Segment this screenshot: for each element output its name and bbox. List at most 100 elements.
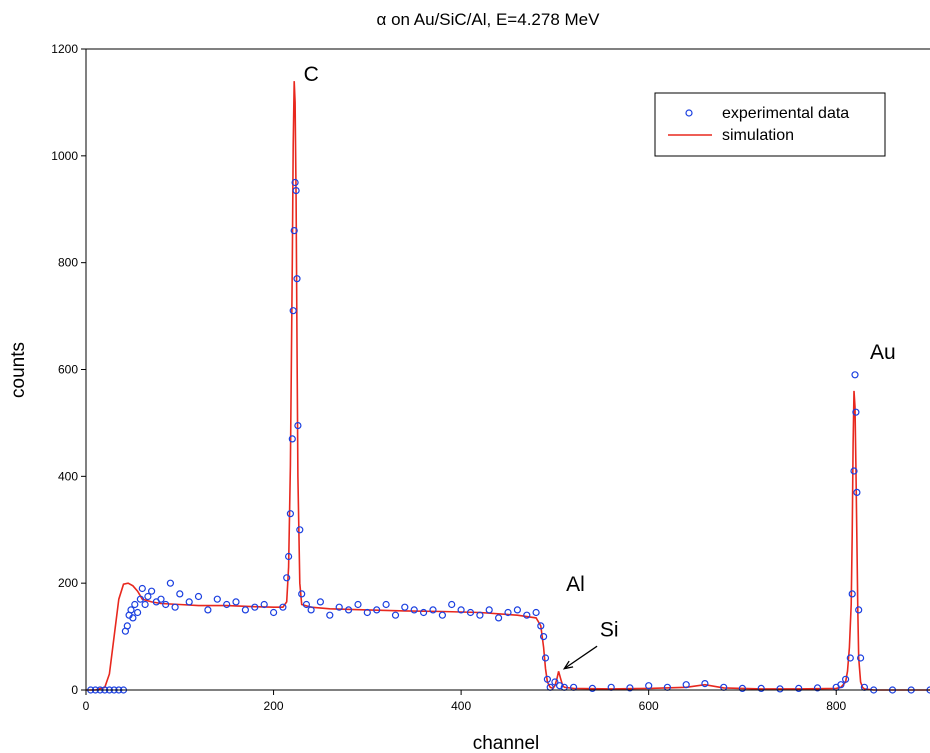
data-point [307, 606, 315, 614]
data-point [204, 606, 212, 614]
data-point [288, 435, 296, 443]
data-point [420, 608, 428, 617]
data-point [162, 600, 170, 609]
legend-label-simulation: simulation [722, 127, 794, 144]
axes: 0 200 400 600 800 1000 1200 0 200 400 600 800 [51, 42, 930, 713]
data-point [851, 371, 859, 379]
y-tick-label: 0 [71, 683, 78, 697]
si-arrow-head [562, 660, 574, 670]
data-point [438, 611, 446, 619]
data-point [134, 608, 142, 617]
data-point [569, 683, 578, 691]
data-point [846, 654, 854, 662]
data-point [776, 685, 784, 693]
data-point [757, 684, 765, 693]
data-point [289, 307, 297, 315]
data-point [363, 608, 371, 617]
data-point [466, 608, 475, 617]
data-point [537, 622, 545, 630]
si-arrow-line [563, 645, 598, 670]
data-point [853, 488, 861, 496]
data-point [848, 590, 856, 598]
data-point [504, 608, 512, 617]
data-point [292, 187, 300, 195]
data-point [626, 684, 634, 692]
data-point [457, 606, 465, 614]
annotation-c: C [304, 63, 319, 86]
x-axis-label: channel [473, 733, 540, 753]
y-tick-label: 400 [58, 469, 78, 483]
data-point [129, 614, 137, 622]
annotation-au: Au [870, 341, 896, 364]
data-point [391, 611, 400, 619]
data-point [543, 675, 552, 683]
data-point [345, 606, 353, 614]
data-point [701, 679, 709, 688]
x-tick-label: 800 [826, 699, 846, 713]
data-point [302, 600, 310, 609]
data-point [513, 606, 522, 614]
data-point [138, 584, 146, 593]
data-point [429, 606, 437, 614]
legend-label-experimental: experimental data [722, 105, 849, 122]
data-point [645, 682, 653, 690]
data-point [326, 611, 334, 619]
data-point [485, 606, 493, 614]
data-point [260, 600, 268, 609]
data-point [373, 606, 381, 614]
plot-area [86, 81, 930, 694]
data-point [855, 606, 863, 614]
data-point [251, 603, 259, 611]
data-point [185, 598, 193, 606]
data-point [354, 600, 362, 609]
data-point [194, 592, 203, 601]
data-point [123, 622, 131, 630]
data-point [856, 654, 865, 662]
data-point [279, 603, 287, 611]
data-point [296, 526, 304, 534]
data-point [286, 510, 294, 518]
data-point [532, 608, 540, 617]
y-tick-label: 1000 [51, 149, 78, 163]
data-point [270, 608, 278, 617]
data-point [316, 598, 324, 606]
data-point [298, 590, 306, 598]
data-point [476, 611, 484, 619]
chart-title: α on Au/SiC/Al, E=4.278 MeV [377, 10, 601, 29]
data-point [176, 590, 184, 598]
legend-marker-experimental [685, 109, 693, 117]
data-point [283, 574, 291, 582]
data-point [551, 678, 559, 686]
data-point [171, 603, 179, 611]
data-point [841, 675, 850, 683]
data-point [141, 600, 149, 609]
annotations: C Au Al Si [304, 63, 896, 670]
y-tick-label: 800 [58, 256, 78, 270]
data-point [127, 606, 135, 614]
data-point [541, 654, 550, 662]
data-point [131, 600, 139, 609]
data-point [738, 684, 747, 693]
data-point [555, 682, 564, 690]
data-point [539, 632, 548, 641]
y-tick-label: 1200 [51, 42, 78, 56]
data-point [523, 611, 531, 619]
data-point [495, 614, 503, 622]
data-point [795, 684, 803, 693]
annotation-si: Si [600, 619, 619, 642]
data-point [813, 684, 822, 692]
x-tick-label: 0 [83, 699, 90, 713]
data-point [682, 681, 690, 689]
data-point [401, 603, 409, 611]
data-point [293, 275, 301, 283]
data-point [241, 606, 249, 614]
data-point [291, 178, 299, 187]
legend: experimental data simulation [654, 92, 886, 157]
x-tick-label: 600 [639, 699, 659, 713]
data-point [136, 595, 144, 603]
data-point [410, 606, 418, 614]
data-point [448, 600, 456, 609]
data-point [213, 595, 221, 603]
data-point [223, 600, 231, 609]
